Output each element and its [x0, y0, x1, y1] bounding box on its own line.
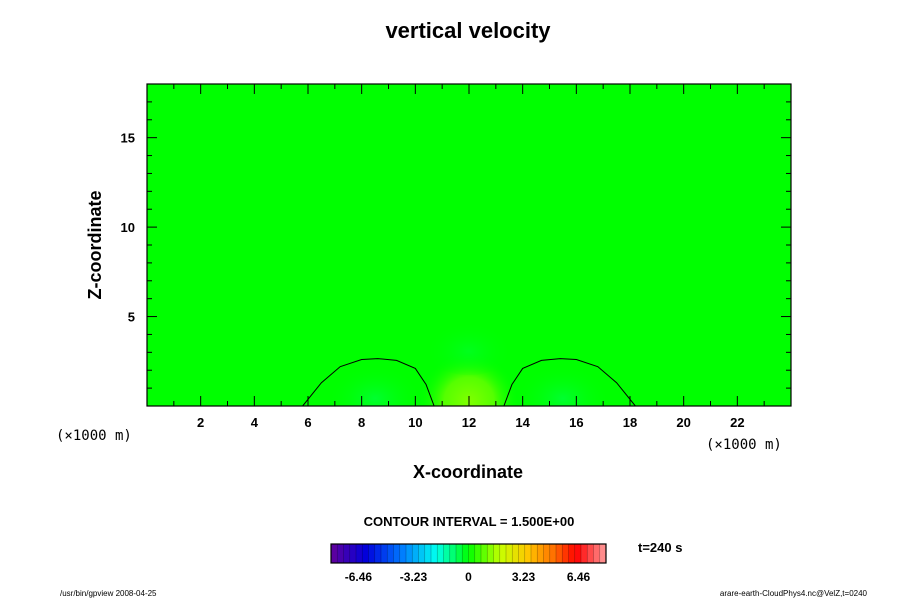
- colorbar-cell: [574, 544, 582, 563]
- colorbar-cell: [556, 544, 563, 563]
- colorbar-cell: [481, 544, 488, 563]
- colorbar-cell: [331, 544, 338, 563]
- colorbar-cell: [599, 544, 607, 563]
- y-tick-label: 15: [121, 131, 135, 146]
- x-tick-label: 2: [197, 415, 204, 430]
- x-tick-label: 16: [569, 415, 583, 430]
- y-unit-label: (×1000 m): [56, 428, 132, 444]
- colorbar-cell: [524, 544, 532, 563]
- colorbar-cell: [543, 544, 551, 563]
- colorbar-cell: [568, 544, 576, 563]
- x-tick-label: 12: [462, 415, 476, 430]
- footer-right: arare-earth-CloudPhys4.nc@VelZ,t=0240: [720, 589, 868, 598]
- colorbar-cell: [412, 544, 419, 563]
- colorbar-cell: [499, 544, 507, 563]
- plot-area: [147, 84, 791, 406]
- colorbar-tick-label: 3.23: [512, 570, 536, 584]
- x-tick-label: 14: [515, 415, 530, 430]
- y-axis-label: Z-coordinate: [85, 190, 105, 299]
- x-tick-label: 22: [730, 415, 744, 430]
- x-tick-label: 20: [676, 415, 690, 430]
- colorbar-cell: [337, 544, 344, 563]
- zero-contour-line: [503, 358, 636, 406]
- colorbar-cell: [393, 544, 401, 563]
- colorbar-cell: [518, 544, 526, 563]
- time-label: t=240 s: [638, 540, 682, 555]
- colorbar-tick-label: -6.46: [345, 570, 373, 584]
- x-tick-label: 10: [408, 415, 422, 430]
- footer-left: /usr/bin/gpview 2008-04-25: [60, 589, 157, 598]
- colorbar-cell: [593, 544, 601, 563]
- contour-interval-label: CONTOUR INTERVAL = 1.500E+00: [364, 514, 575, 529]
- colorbar-cell: [487, 544, 494, 563]
- colorbar-cell: [531, 544, 538, 563]
- y-tick-label: 5: [128, 310, 135, 325]
- colorbar-cell: [462, 544, 469, 563]
- colorbar-cell: [374, 544, 382, 563]
- x-tick-label: 4: [251, 415, 259, 430]
- x-tick-label: 8: [358, 415, 365, 430]
- colorbar-cell: [368, 544, 376, 563]
- colorbar-cell: [493, 544, 501, 563]
- colorbar-cell: [512, 544, 519, 563]
- colorbar-cell: [343, 544, 351, 563]
- colorbar-cell: [356, 544, 363, 563]
- colorbar-cell: [449, 544, 457, 563]
- colorbar-tick-label: 0: [465, 570, 472, 584]
- colorbar-cell: [424, 544, 432, 563]
- x-tick-label: 18: [623, 415, 637, 430]
- colorbar-cell: [506, 544, 513, 563]
- chart-title: vertical velocity: [385, 18, 551, 43]
- colorbar-cell: [537, 544, 544, 563]
- colorbar-tick-label: 6.46: [567, 570, 591, 584]
- updraft-halo: [424, 315, 514, 376]
- colorbar-cell: [381, 544, 388, 563]
- downdraft-blob: [514, 357, 611, 406]
- colorbar: -6.46 -3.23 0 3.23 6.46: [330, 543, 607, 584]
- colorbar-cell: [456, 544, 463, 563]
- colorbar-cell: [443, 544, 451, 563]
- colorbar-cell: [406, 544, 413, 563]
- x-tick-label: 6: [304, 415, 311, 430]
- downdraft-blob: [327, 357, 424, 406]
- colorbar-frame: [330, 543, 607, 564]
- colorbar-cell: [418, 544, 426, 563]
- colorbar-cell: [349, 544, 357, 563]
- colorbar-cell: [549, 544, 557, 563]
- colorbar-cell: [387, 544, 394, 563]
- colorbar-cell: [362, 544, 369, 563]
- x-unit-label: (×1000 m): [706, 437, 782, 453]
- colorbar-tick-label: -3.23: [400, 570, 428, 584]
- colorbar-cell: [437, 544, 444, 563]
- zero-contour-line: [302, 358, 435, 406]
- colorbar-cell: [474, 544, 482, 563]
- y-tick-label: 10: [121, 220, 135, 235]
- colorbar-cell: [587, 544, 594, 563]
- colorbar-cell: [581, 544, 588, 563]
- colorbar-cell: [431, 544, 438, 563]
- x-axis-label: X-coordinate: [413, 462, 523, 482]
- colorbar-cell: [468, 544, 476, 563]
- colorbar-cell: [399, 544, 407, 563]
- colorbar-cell: [562, 544, 569, 563]
